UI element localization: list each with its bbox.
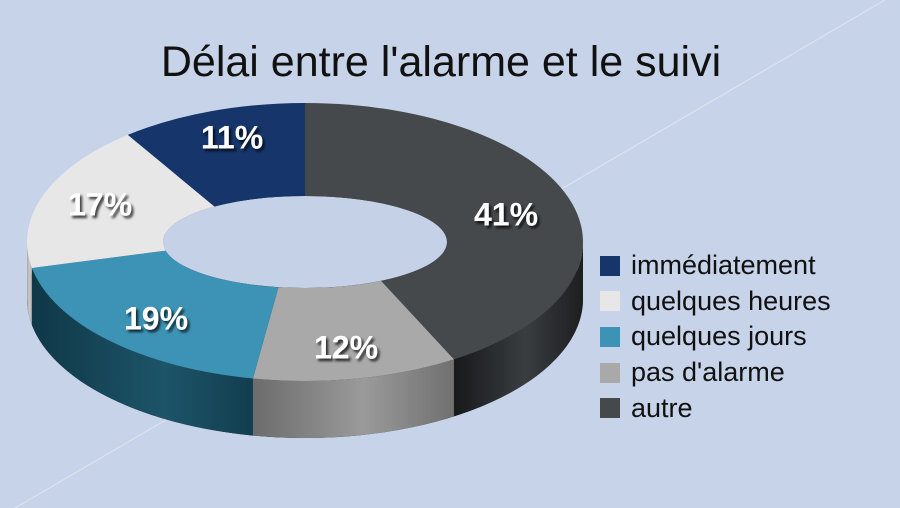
svg-text:17%: 17% — [68, 186, 132, 222]
svg-text:19%: 19% — [124, 300, 188, 336]
svg-text:41%: 41% — [474, 196, 538, 232]
svg-text:12%: 12% — [314, 329, 378, 365]
svg-text:11%: 11% — [201, 119, 263, 155]
